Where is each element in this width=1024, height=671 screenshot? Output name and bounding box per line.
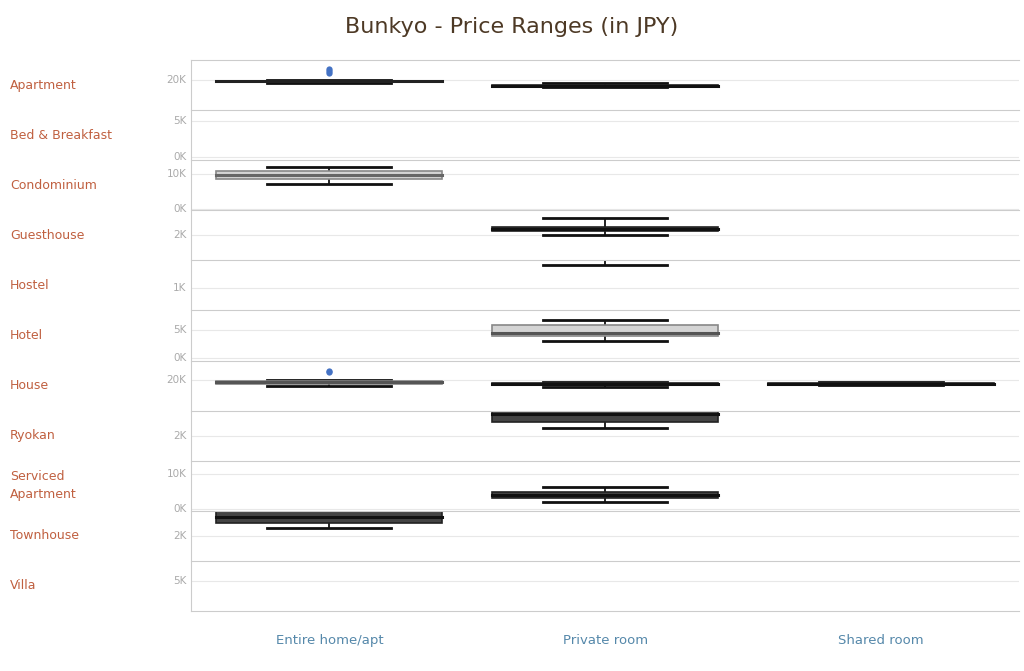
Text: Guesthouse: Guesthouse	[10, 229, 85, 242]
Text: Condominium: Condominium	[10, 179, 97, 192]
Text: Apartment: Apartment	[10, 488, 77, 501]
Text: 2K: 2K	[173, 531, 186, 541]
Text: 5K: 5K	[173, 576, 186, 586]
Text: Entire home/apt: Entire home/apt	[275, 634, 383, 647]
Text: Bed & Breakfast: Bed & Breakfast	[10, 129, 113, 142]
Text: Apartment: Apartment	[10, 79, 77, 92]
Bar	[493, 227, 718, 231]
Text: 0K: 0K	[173, 504, 186, 514]
Bar	[768, 383, 994, 384]
Bar	[216, 381, 442, 384]
Text: Bunkyo - Price Ranges (in JPY): Bunkyo - Price Ranges (in JPY)	[345, 17, 679, 37]
Text: 0K: 0K	[173, 152, 186, 162]
Text: 0K: 0K	[173, 204, 186, 214]
Text: 10K: 10K	[167, 469, 186, 479]
Bar	[493, 325, 718, 336]
Text: 20K: 20K	[167, 375, 186, 385]
Bar	[216, 511, 442, 523]
Bar	[216, 81, 442, 82]
Text: 2K: 2K	[173, 431, 186, 441]
Text: 5K: 5K	[173, 325, 186, 335]
Text: 1K: 1K	[173, 282, 186, 293]
Bar	[493, 382, 718, 385]
Text: 20K: 20K	[167, 75, 186, 85]
Text: Ryokan: Ryokan	[10, 429, 56, 442]
Text: 10K: 10K	[167, 169, 186, 179]
Text: Hotel: Hotel	[10, 329, 43, 342]
Text: 0K: 0K	[173, 353, 186, 363]
Text: 2K: 2K	[173, 230, 186, 240]
Text: Villa: Villa	[10, 579, 37, 592]
Bar	[493, 254, 718, 260]
Text: Townhouse: Townhouse	[10, 529, 79, 542]
Bar	[493, 492, 718, 499]
Text: Private room: Private room	[562, 634, 648, 647]
Bar	[493, 85, 718, 86]
Text: 5K: 5K	[173, 116, 186, 126]
Text: Serviced: Serviced	[10, 470, 65, 483]
Bar	[493, 408, 718, 422]
Bar	[216, 171, 442, 179]
Text: Hostel: Hostel	[10, 279, 50, 292]
Text: House: House	[10, 379, 49, 392]
Text: Shared room: Shared room	[839, 634, 924, 647]
